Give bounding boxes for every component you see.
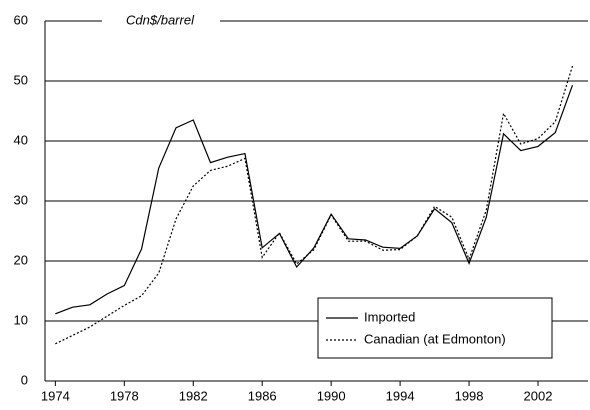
x-tick-label: 1974 bbox=[41, 388, 70, 403]
line-series bbox=[55, 84, 574, 315]
legend-box bbox=[317, 297, 553, 359]
y-tick-label: 60 bbox=[14, 12, 28, 27]
line-series bbox=[55, 65, 574, 345]
y-tick-label: 30 bbox=[14, 192, 28, 207]
legend-label: Imported bbox=[364, 309, 415, 324]
x-tick-label: 1986 bbox=[248, 388, 277, 403]
x-tick-label: 1982 bbox=[179, 388, 208, 403]
x-tick-label: 1978 bbox=[110, 388, 139, 403]
x-tick-label: 1998 bbox=[455, 388, 484, 403]
y-tick-label: 10 bbox=[14, 312, 28, 327]
y-tick-label: 0 bbox=[21, 372, 28, 387]
y-tick-label: 40 bbox=[14, 132, 28, 147]
y-axis-label: Cdn$/barrel bbox=[126, 12, 195, 27]
y-tick-label: 20 bbox=[14, 252, 28, 267]
x-tick-label: 1990 bbox=[317, 388, 346, 403]
x-tick-label: 2002 bbox=[524, 388, 553, 403]
legend-label: Canadian (at Edmonton) bbox=[364, 331, 506, 346]
y-tick-label: 50 bbox=[14, 72, 28, 87]
x-tick-label: 1994 bbox=[386, 388, 415, 403]
y-label-bg bbox=[102, 12, 220, 30]
